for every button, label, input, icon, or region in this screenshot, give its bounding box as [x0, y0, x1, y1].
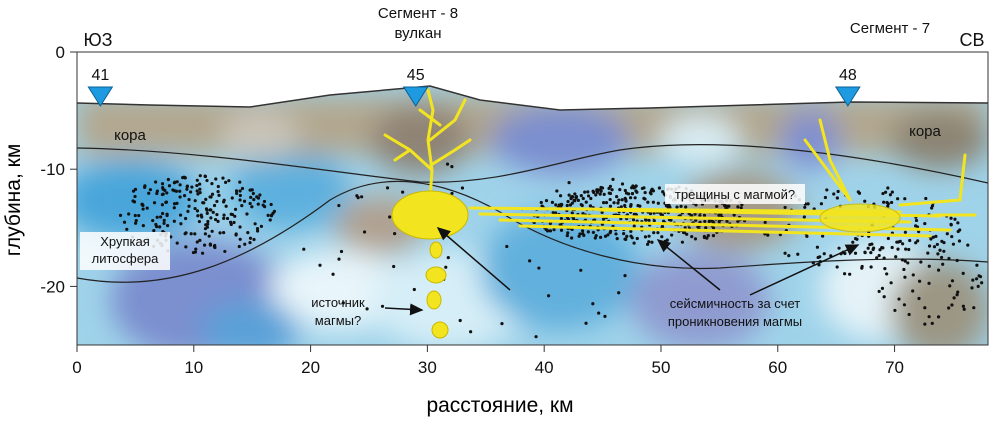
x-tick-label: 0 — [72, 358, 81, 377]
y-tick-label: 0 — [56, 43, 65, 62]
annotation: литосфера — [92, 251, 160, 266]
plot-frame — [76, 51, 989, 346]
annotation: кора — [114, 127, 146, 144]
annotation: кора — [909, 123, 941, 140]
annotation: проникновения магмы — [668, 314, 802, 329]
annotation: трещины с магмой? — [675, 187, 795, 202]
station-marker — [87, 86, 114, 107]
y-axis-label: глубина, км — [2, 144, 25, 257]
x-tick-label: 70 — [885, 358, 904, 377]
x-tick-label: 30 — [418, 358, 437, 377]
x-tick-label: 40 — [535, 358, 554, 377]
section-background — [77, 52, 988, 345]
station-label: 48 — [839, 67, 857, 84]
annotation: вулкан — [394, 25, 441, 42]
x-tick-label: 50 — [652, 358, 671, 377]
station-marker — [402, 86, 429, 107]
annotation: СВ — [959, 30, 984, 50]
station-label: 41 — [91, 67, 109, 84]
x-tick-label: 10 — [184, 358, 203, 377]
x-tick-label: 20 — [301, 358, 320, 377]
annotation: Хрупкая — [100, 234, 150, 249]
y-tick-label: -20 — [40, 277, 65, 296]
station-marker — [834, 86, 861, 107]
annotation: ЮЗ — [83, 30, 112, 50]
annotation: Сегмент - 7 — [850, 20, 930, 37]
annotation: сейсмичность за счет — [670, 296, 800, 311]
y-tick-label: -10 — [40, 160, 65, 179]
annotation: источник — [311, 295, 365, 310]
annotation: Сегмент - 8 — [378, 5, 458, 22]
annotation: магмы? — [315, 313, 361, 328]
x-tick-label: 60 — [768, 358, 787, 377]
x-axis-label: расстояние, км — [426, 394, 573, 417]
station-label: 45 — [407, 67, 425, 84]
